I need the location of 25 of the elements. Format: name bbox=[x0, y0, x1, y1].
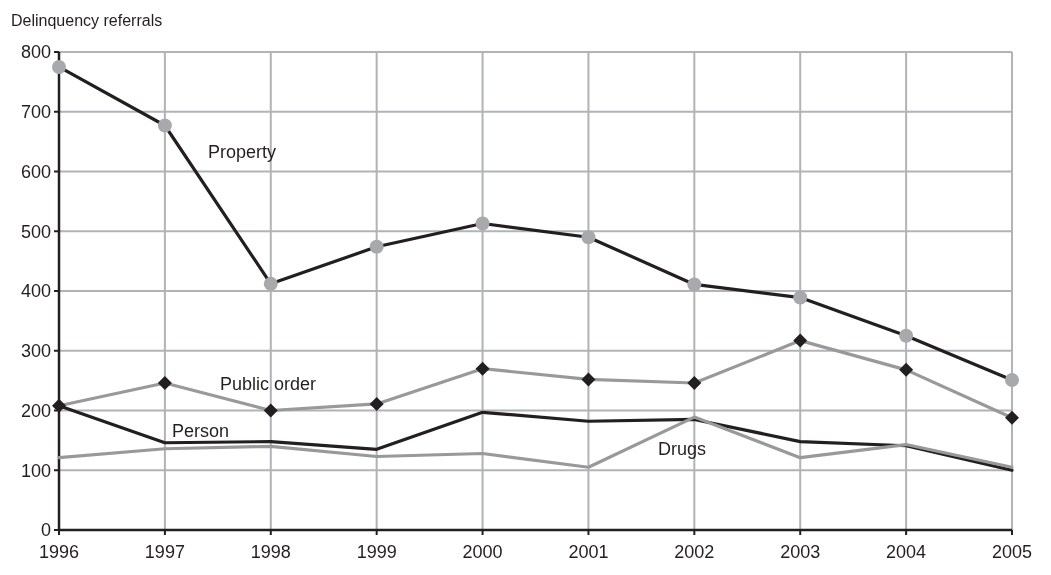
y-tick-label: 0 bbox=[40, 520, 51, 541]
line-series bbox=[57, 415, 1014, 469]
x-tick-label: 1999 bbox=[356, 542, 397, 562]
y-tick-label: 300 bbox=[20, 341, 51, 362]
series-label: Person bbox=[172, 421, 230, 441]
y-axis-title: Delinquency referrals bbox=[11, 12, 163, 29]
series-label: Property bbox=[208, 142, 277, 162]
x-tick-label: 1996 bbox=[38, 542, 80, 562]
x-tick-label: 1998 bbox=[250, 542, 291, 562]
x-tick-label: 2003 bbox=[780, 542, 821, 562]
y-tick-label: 800 bbox=[20, 42, 51, 63]
x-tick-label: 2000 bbox=[462, 542, 503, 562]
x-tick-label: 2001 bbox=[568, 542, 609, 562]
y-tick-label: 100 bbox=[20, 460, 51, 481]
x-tick-label: 2002 bbox=[674, 542, 715, 562]
y-tick-label: 400 bbox=[20, 281, 51, 302]
y-tick-label: 700 bbox=[20, 102, 51, 123]
series-label: Public order bbox=[220, 374, 317, 394]
x-tick-label: 2004 bbox=[886, 542, 927, 562]
y-tick-label: 500 bbox=[20, 221, 51, 242]
series-label: Drugs bbox=[658, 439, 707, 459]
y-tick-label: 600 bbox=[20, 161, 51, 182]
x-tick-label: 2005 bbox=[991, 542, 1033, 562]
y-tick-label: 200 bbox=[20, 400, 51, 421]
x-tick-label: 1997 bbox=[144, 542, 185, 562]
